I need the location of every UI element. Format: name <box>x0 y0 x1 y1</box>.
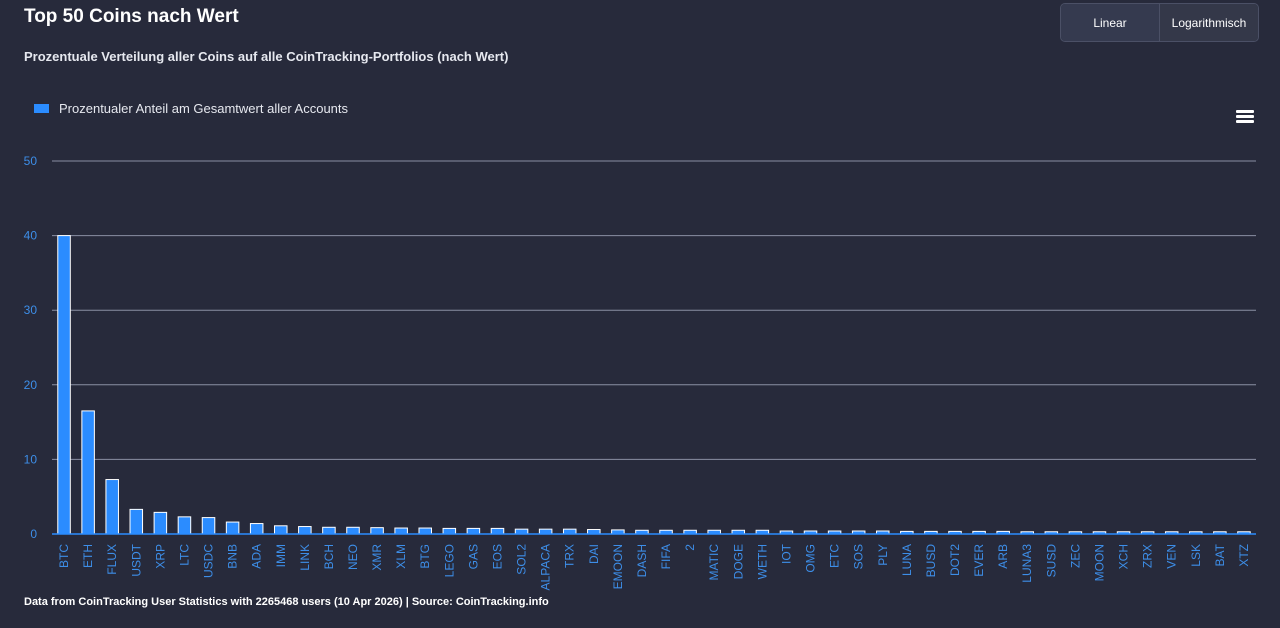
x-tick-label: BAT <box>1213 543 1227 566</box>
x-tick-label: DASH <box>635 544 649 577</box>
x-tick-label: EMOON <box>611 544 625 589</box>
x-tick-label: XMR <box>370 544 384 571</box>
bar-xlm[interactable] <box>394 527 408 535</box>
bar-link[interactable] <box>298 526 312 535</box>
linear-scale-button[interactable]: Linear <box>1061 4 1159 41</box>
x-tick-label: ARB <box>996 544 1010 569</box>
legend-label: Prozentualer Anteil am Gesamtwert aller … <box>59 101 349 116</box>
x-tick-label: FLUX <box>105 544 119 575</box>
x-tick-label: FIFA <box>659 544 673 569</box>
x-tick-label: ZEC <box>1068 544 1082 568</box>
x-tick-label: BTG <box>418 544 432 569</box>
bar-flux[interactable] <box>105 479 119 535</box>
bar-eth[interactable] <box>81 410 95 535</box>
x-tick-label: BNB <box>226 544 240 569</box>
x-tick-label: SOL2 <box>515 544 529 575</box>
x-tick-label: BTC <box>57 544 71 568</box>
bar-eos[interactable] <box>490 527 505 535</box>
bar-xrp[interactable] <box>153 511 168 535</box>
bar-btc[interactable] <box>57 235 71 535</box>
y-tick-label: 50 <box>24 154 38 168</box>
x-tick-label: XTZ <box>1237 544 1251 567</box>
x-tick-label: XLM <box>394 544 408 569</box>
bar-lego[interactable] <box>442 527 457 535</box>
logarithmic-scale-button[interactable]: Logarithmisch <box>1159 4 1258 41</box>
x-tick-label: MOON <box>1092 544 1106 581</box>
x-tick-label: LSK <box>1189 544 1203 567</box>
x-tick-label: ETC <box>828 544 842 568</box>
chart-subtitle: Prozentuale Verteilung aller Coins auf a… <box>24 49 509 64</box>
x-tick-label: LTC <box>177 544 191 566</box>
bar-bnb[interactable] <box>225 521 240 535</box>
footer-source-text: Data from CoinTracking User Statistics w… <box>24 596 549 608</box>
x-tick-label: USDC <box>202 544 216 578</box>
bar-imm[interactable] <box>273 525 288 535</box>
y-tick-label: 30 <box>24 303 38 317</box>
x-tick-label: ETH <box>81 544 95 568</box>
bar-gas[interactable] <box>466 527 481 535</box>
y-tick-label: 20 <box>24 378 38 392</box>
x-tick-label: ZRX <box>1141 544 1155 568</box>
x-tick-label: LINK <box>298 544 312 571</box>
x-tick-label: LEGO <box>442 544 456 577</box>
legend-swatch <box>34 104 49 113</box>
scale-toggle: Linear Logarithmisch <box>1060 3 1259 42</box>
hamburger-menu-icon[interactable] <box>1236 110 1254 124</box>
x-tick-label: USDT <box>129 543 143 576</box>
x-tick-label: PLY <box>876 544 890 566</box>
bar-ltc[interactable] <box>177 516 192 535</box>
x-tick-label: WETH <box>755 544 769 579</box>
x-tick-label: ADA <box>250 544 264 569</box>
x-tick-label: XCH <box>1117 544 1131 569</box>
x-tick-label: DOGE <box>731 544 745 579</box>
x-tick-label: OMG <box>804 544 818 573</box>
x-tick-label: ALPACA <box>539 544 553 590</box>
x-tick-label: DAI <box>587 544 601 564</box>
x-tick-label: NEO <box>346 544 360 570</box>
x-tick-label: EVER <box>972 544 986 577</box>
x-tick-label: SOS <box>852 544 866 569</box>
x-tick-label: IOT <box>779 543 793 564</box>
y-tick-label: 10 <box>24 452 38 466</box>
chart-legend[interactable]: Prozentualer Anteil am Gesamtwert aller … <box>34 101 348 116</box>
x-tick-label: GAS <box>466 544 480 569</box>
y-tick-label: 40 <box>24 229 38 243</box>
bar-usdc[interactable] <box>201 517 216 535</box>
x-tick-label: 2 <box>683 544 697 551</box>
x-tick-label: LUNA3 <box>1020 544 1034 583</box>
chart-title: Top 50 Coins nach Wert <box>24 6 239 27</box>
x-tick-label: TRX <box>563 544 577 568</box>
bar-ada[interactable] <box>249 523 264 535</box>
x-tick-label: EOS <box>490 544 504 569</box>
x-tick-label: VEN <box>1165 544 1179 569</box>
x-tick-label: SUSD <box>1044 544 1058 578</box>
x-tick-label: BCH <box>322 544 336 569</box>
x-tick-label: BUSD <box>924 544 938 578</box>
x-tick-label: LUNA <box>900 544 914 576</box>
x-tick-label: IMM <box>274 544 288 567</box>
x-tick-label: DOT2 <box>948 544 962 576</box>
bar-usdt[interactable] <box>129 508 144 535</box>
bar-xmr[interactable] <box>370 527 384 535</box>
bar-btg[interactable] <box>418 527 433 535</box>
bar-bch[interactable] <box>322 526 336 535</box>
bar-neo[interactable] <box>346 526 360 535</box>
x-tick-label: XRP <box>153 544 167 569</box>
x-tick-label: MATIC <box>707 544 721 581</box>
y-tick-label: 0 <box>30 527 37 541</box>
